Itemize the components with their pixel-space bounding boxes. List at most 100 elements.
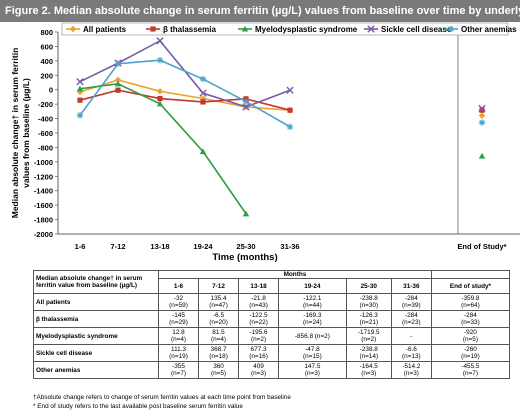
cell-text: -47.8 (305, 346, 320, 353)
cell-text: (n=16) (249, 353, 268, 361)
data-point (447, 25, 455, 33)
table-cell: -122.5 (n=22) (238, 310, 280, 329)
cell-text: -238.8 (359, 346, 378, 353)
cell-text: -169.3 (303, 312, 322, 319)
cell-text: -359.8 (461, 295, 480, 302)
cell-text: (n=23) (402, 319, 421, 327)
cell-text: (n=7) (462, 370, 478, 378)
data-point (114, 60, 122, 67)
cell-text: (n=21) (359, 319, 379, 327)
cell-text: -145 (172, 312, 185, 319)
data-point (200, 99, 206, 105)
cell-text: (n=5) (210, 370, 227, 378)
y-tick-label: -1200 (34, 172, 53, 181)
x-tick-label: 25-30 (236, 242, 255, 251)
cell-text: (n=33) (461, 319, 480, 327)
table-cell: -455.5 (n=7) (430, 361, 511, 380)
cell-text: (n=18) (209, 353, 228, 361)
y-tick-label: 0 (49, 86, 53, 95)
cell-text: (n=2) (361, 336, 377, 344)
table-row: β thalassemia -145 (n=29) -6.5 (n=20) -122.5(… (33, 310, 511, 329)
cell-text: 677.3 (250, 346, 267, 353)
footnote-absolute-change: †Absolute change refers to change of ser… (33, 394, 291, 401)
data-point (157, 95, 163, 102)
row-label: Sickle cell disease (33, 344, 159, 363)
column-header: 25-30 (345, 278, 392, 295)
data-point (199, 148, 207, 155)
cell-text: (n=30) (359, 302, 379, 310)
cell-text: -284 (404, 295, 418, 302)
y-tick-label: 400 (40, 57, 53, 66)
x-tick-label: 13-18 (150, 242, 169, 251)
data-point (199, 89, 207, 97)
legend: All patients β thalassemia Myelodysplastic… (61, 22, 517, 36)
column-header: 19-24 (278, 278, 347, 295)
cell-text: 111.3 (170, 346, 187, 353)
y-tick-label: -1000 (34, 158, 53, 167)
table-cell: -1719.5 (n=2) (345, 327, 392, 346)
cell-text: -126.3 (359, 312, 378, 319)
cell-text: -6.6 (405, 346, 417, 353)
series-line (79, 89, 291, 111)
cell-text: -355 (172, 363, 185, 370)
row-label: β thalassemia (33, 310, 159, 329)
table-cell: -355 (n=7) (157, 361, 200, 380)
cell-text: -260 (464, 346, 477, 353)
y-tick-label: -1800 (34, 216, 53, 225)
data-point (242, 103, 250, 111)
table-corner-header: Median absolute change† in serum ferriti… (33, 269, 159, 295)
series-lines (76, 37, 486, 217)
legend-label: All patients (83, 25, 127, 34)
data-point (241, 25, 249, 32)
data-point (478, 104, 486, 113)
cell-text: (n=13) (402, 353, 421, 361)
data-point (286, 86, 294, 94)
x-tick-label: 7-12 (110, 242, 125, 251)
data-point (115, 87, 121, 93)
cell-text: -21.8 (251, 295, 266, 302)
data-point (367, 25, 375, 33)
data-point (77, 97, 83, 103)
series-line (79, 39, 291, 108)
table-cell: -195.6 (n=2) (238, 327, 280, 346)
cell-text: 360 (213, 363, 224, 370)
table-header-row: 1-6 7-12 13-18 19-24 25-30 31-36 End of study* (34, 278, 511, 295)
column-header: 7-12 (198, 278, 240, 295)
table-cell: -856.8 (n=2) (278, 327, 347, 346)
data-point (156, 37, 164, 45)
y-tick-label: 600 (40, 42, 53, 51)
table-cell: -169.3 (n=24) (278, 310, 347, 329)
months-group-header: Months (158, 269, 432, 280)
data-point (76, 85, 84, 92)
table-cell: -514.2 (n=3) (390, 361, 432, 380)
row-label: Other anemias (33, 361, 159, 380)
cell-text: (n=43) (249, 302, 268, 310)
cell-text: 135.4 (210, 295, 227, 302)
cell-text: (n=3) (403, 370, 419, 378)
cell-text: (n=64) (461, 302, 480, 310)
legend-label: Other anemias (461, 25, 517, 34)
table-cell: -21.8 (n=43) (238, 293, 280, 312)
cell-text: (n=15) (303, 353, 322, 361)
cell-text: 81.5 (212, 329, 225, 336)
row-label: All patients (33, 293, 159, 312)
table-cell: -32 (n=59) (157, 293, 200, 312)
cell-text: (n=22) (249, 319, 268, 327)
series-line (79, 59, 291, 128)
data-point (114, 80, 122, 87)
cell-text: (n=59) (169, 302, 188, 310)
cell-text: (n=14) (359, 353, 379, 361)
cell-text: (n=20) (209, 319, 228, 327)
table-cell: -122.1 (n=44) (278, 293, 347, 312)
cell-text: (n=7) (170, 370, 187, 378)
y-tick-label: -1400 (34, 187, 53, 196)
data-point (242, 210, 250, 217)
x-tick-label: 31-36 (280, 242, 299, 251)
table-cell: -6.6 (n=13) (390, 344, 432, 363)
cell-text: (n=29) (169, 319, 188, 327)
cell-text: -195.6 (249, 329, 268, 336)
cell-text: (n=3) (361, 370, 377, 378)
table-cell: 81.5 (n=4) (198, 327, 240, 346)
cell-text: 368.7 (210, 346, 227, 353)
cell-text: (n=4) (170, 336, 187, 344)
